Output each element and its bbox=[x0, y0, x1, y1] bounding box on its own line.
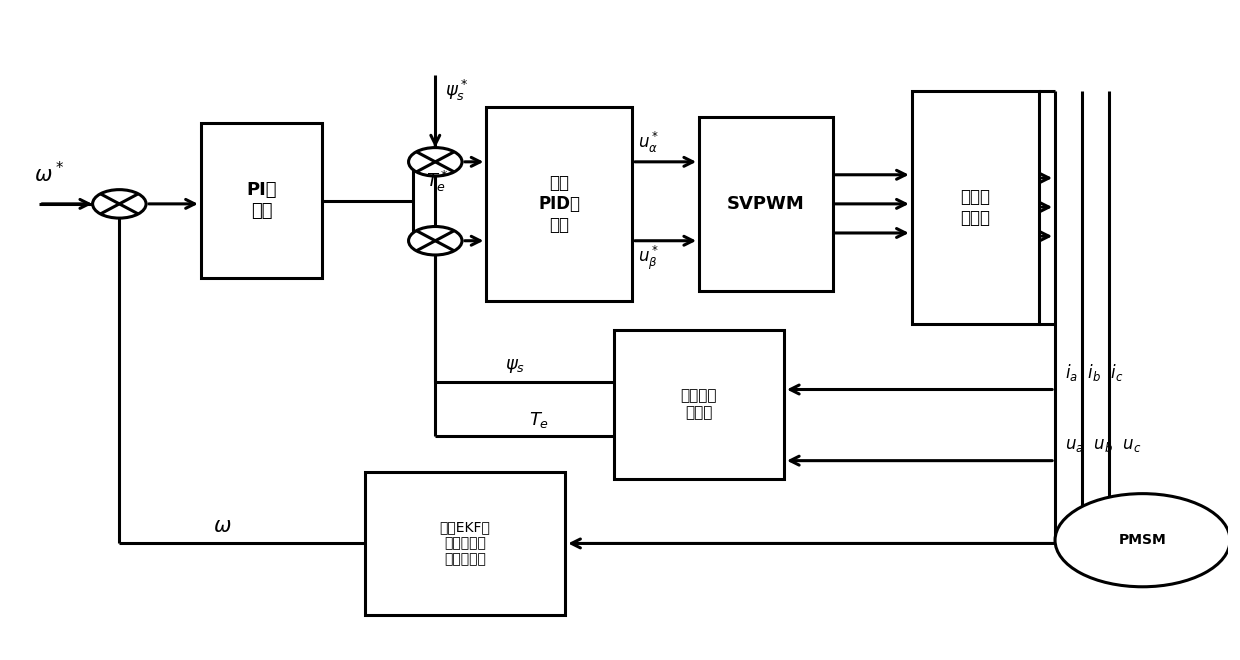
Text: 电压型
逆变器: 电压型 逆变器 bbox=[961, 187, 991, 226]
Text: SVPWM: SVPWM bbox=[727, 195, 805, 213]
Text: $\omega$: $\omega$ bbox=[213, 515, 232, 536]
Text: $\psi_s^*$: $\psi_s^*$ bbox=[445, 78, 467, 103]
Text: $u_{\beta}^*$: $u_{\beta}^*$ bbox=[639, 244, 660, 273]
Text: 模糊
PID控
制器: 模糊 PID控 制器 bbox=[538, 174, 580, 234]
FancyBboxPatch shape bbox=[911, 90, 1039, 323]
Circle shape bbox=[408, 226, 463, 255]
Text: $u_a$  $u_b$  $u_c$: $u_a$ $u_b$ $u_c$ bbox=[1065, 436, 1141, 454]
FancyBboxPatch shape bbox=[201, 123, 322, 279]
FancyBboxPatch shape bbox=[486, 107, 632, 301]
Text: 基于EKF的
无传感器转
速估计模块: 基于EKF的 无传感器转 速估计模块 bbox=[440, 520, 491, 567]
FancyBboxPatch shape bbox=[365, 473, 565, 614]
Circle shape bbox=[93, 189, 146, 218]
Text: 转矩与磁
链估计: 转矩与磁 链估计 bbox=[681, 388, 717, 420]
Text: PI控
制器: PI控 制器 bbox=[247, 182, 277, 220]
FancyBboxPatch shape bbox=[699, 117, 832, 291]
Text: $T_e$: $T_e$ bbox=[528, 410, 549, 430]
Text: $\psi_s$: $\psi_s$ bbox=[505, 357, 525, 376]
Text: $\omega^*$: $\omega^*$ bbox=[35, 160, 64, 185]
Text: $T_e^*$: $T_e^*$ bbox=[425, 169, 448, 194]
Text: PMSM: PMSM bbox=[1118, 533, 1167, 547]
Text: $i_a$  $i_b$  $i_c$: $i_a$ $i_b$ $i_c$ bbox=[1065, 362, 1123, 383]
Circle shape bbox=[408, 148, 463, 176]
FancyBboxPatch shape bbox=[614, 330, 784, 478]
Circle shape bbox=[1055, 494, 1230, 587]
Text: $u_{\alpha}^*$: $u_{\alpha}^*$ bbox=[639, 130, 660, 155]
